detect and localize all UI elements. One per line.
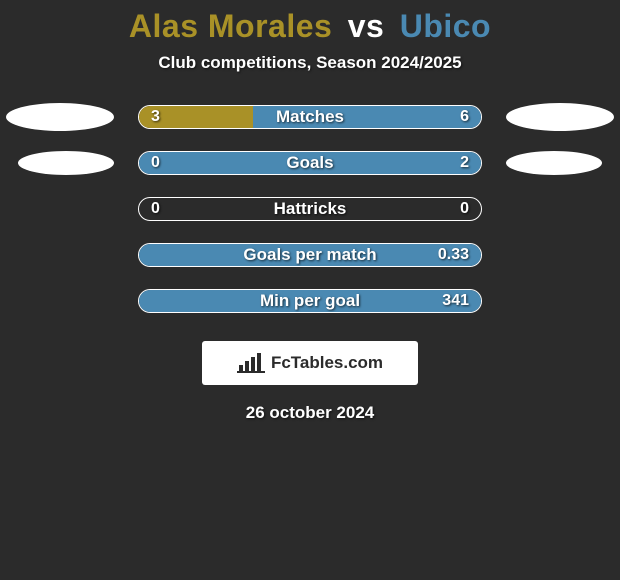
player-badge	[6, 103, 114, 131]
stat-bar-right	[253, 106, 481, 128]
stat-label: Hattricks	[139, 198, 481, 220]
stat-bar-right	[139, 152, 481, 174]
stat-bar: 36Matches	[138, 105, 482, 129]
page-title: Alas Morales vs Ubico	[0, 8, 620, 45]
player-badge	[506, 151, 602, 175]
comparison-widget: Alas Morales vs Ubico Club competitions,…	[0, 0, 620, 423]
stat-bar: 0.33Goals per match	[138, 243, 482, 267]
comparison-bars: 36Matches02Goals00Hattricks0.33Goals per…	[0, 105, 620, 313]
player2-name: Ubico	[400, 8, 491, 44]
stat-value-right: 0	[448, 198, 481, 220]
stat-row: 0.33Goals per match	[0, 243, 620, 267]
player-badge	[506, 103, 614, 131]
date-text: 26 october 2024	[0, 403, 620, 423]
stat-bar: 02Goals	[138, 151, 482, 175]
player1-name: Alas Morales	[129, 8, 332, 44]
stat-value-right: 6	[448, 106, 481, 128]
stat-value-right: 0.33	[426, 244, 481, 266]
attribution-text: FcTables.com	[271, 353, 383, 373]
stat-value-left: 0	[139, 152, 172, 174]
attribution-box: FcTables.com	[202, 341, 418, 385]
stat-value-left: 3	[139, 106, 172, 128]
stat-value-left	[139, 244, 163, 266]
stat-value-right: 2	[448, 152, 481, 174]
stat-value-right: 341	[430, 290, 481, 312]
stat-value-left	[139, 290, 163, 312]
subtitle: Club competitions, Season 2024/2025	[0, 53, 620, 73]
vs-text: vs	[348, 8, 385, 44]
stat-row: 0 0Hattricks	[0, 197, 620, 221]
stat-row: 341Min per goal	[0, 289, 620, 313]
player-badge	[18, 151, 114, 175]
bars-icon	[237, 353, 265, 373]
stat-bar: 0 0Hattricks	[138, 197, 482, 221]
stat-bar: 341Min per goal	[138, 289, 482, 313]
stat-value-left: 0	[139, 198, 172, 220]
